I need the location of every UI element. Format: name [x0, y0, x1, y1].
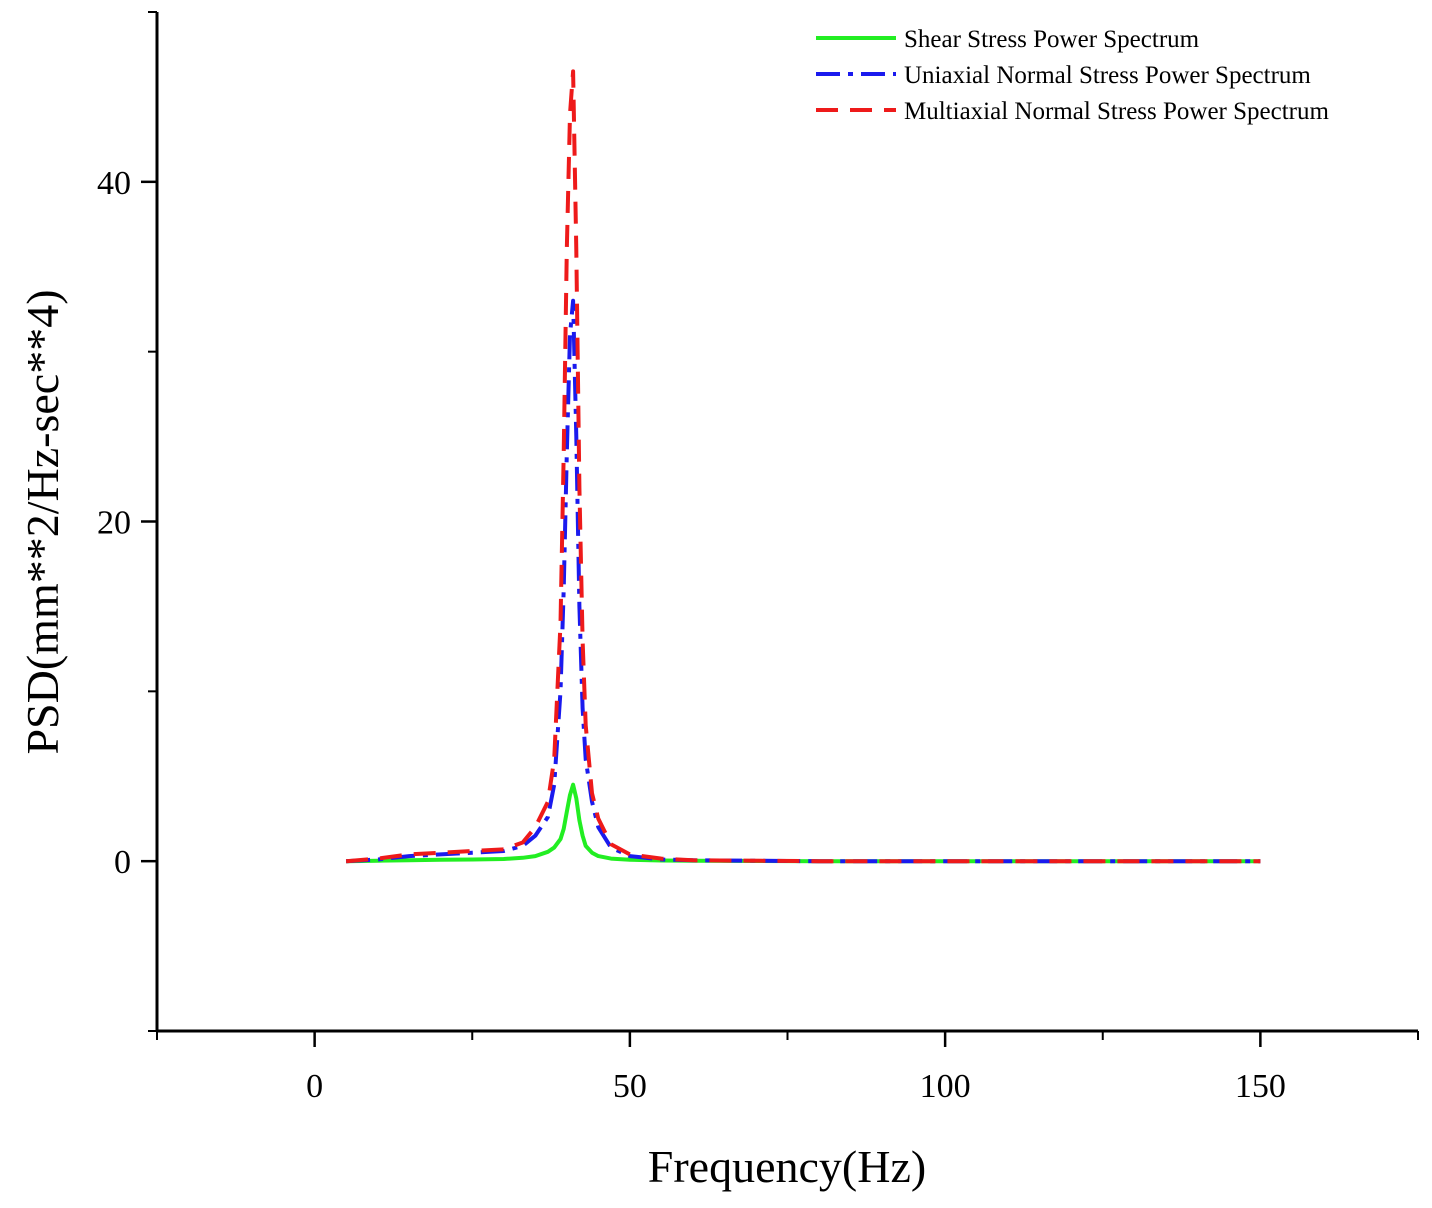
- y-tick-label: 20: [97, 505, 131, 542]
- x-tick-label: 0: [306, 1068, 323, 1105]
- x-axis-title: Frequency(Hz): [648, 1141, 926, 1192]
- x-tick-label: 100: [920, 1068, 971, 1105]
- y-axis-title: PSD(mm**2/Hz-sec**4): [17, 289, 68, 754]
- series-line-multiaxial-normal-stress-power-spectrum: [345, 69, 1261, 864]
- legend-label: Multiaxial Normal Stress Power Spectrum: [904, 98, 1329, 125]
- x-tick-label: 150: [1235, 1068, 1286, 1105]
- plot-frame: [155, 12, 1418, 1033]
- x-tick-label: 50: [613, 1068, 647, 1105]
- legend-label: Shear Stress Power Spectrum: [904, 26, 1200, 53]
- series-lines: [345, 69, 1261, 864]
- series-line-shear-stress-power-spectrum: [346, 782, 1261, 864]
- legend: Shear Stress Power Spectrum Uniaxial Norm…: [816, 26, 1329, 125]
- series-line-uniaxial-normal-stress-power-spectrum: [345, 298, 1261, 864]
- axis-tick-labels: 0 50 100 150 0 20 40: [97, 165, 1286, 1105]
- axis-ticks: [141, 11, 1419, 1047]
- y-tick-label: 40: [97, 165, 131, 202]
- y-tick-label: 0: [114, 844, 131, 881]
- legend-label: Uniaxial Normal Stress Power Spectrum: [904, 62, 1311, 89]
